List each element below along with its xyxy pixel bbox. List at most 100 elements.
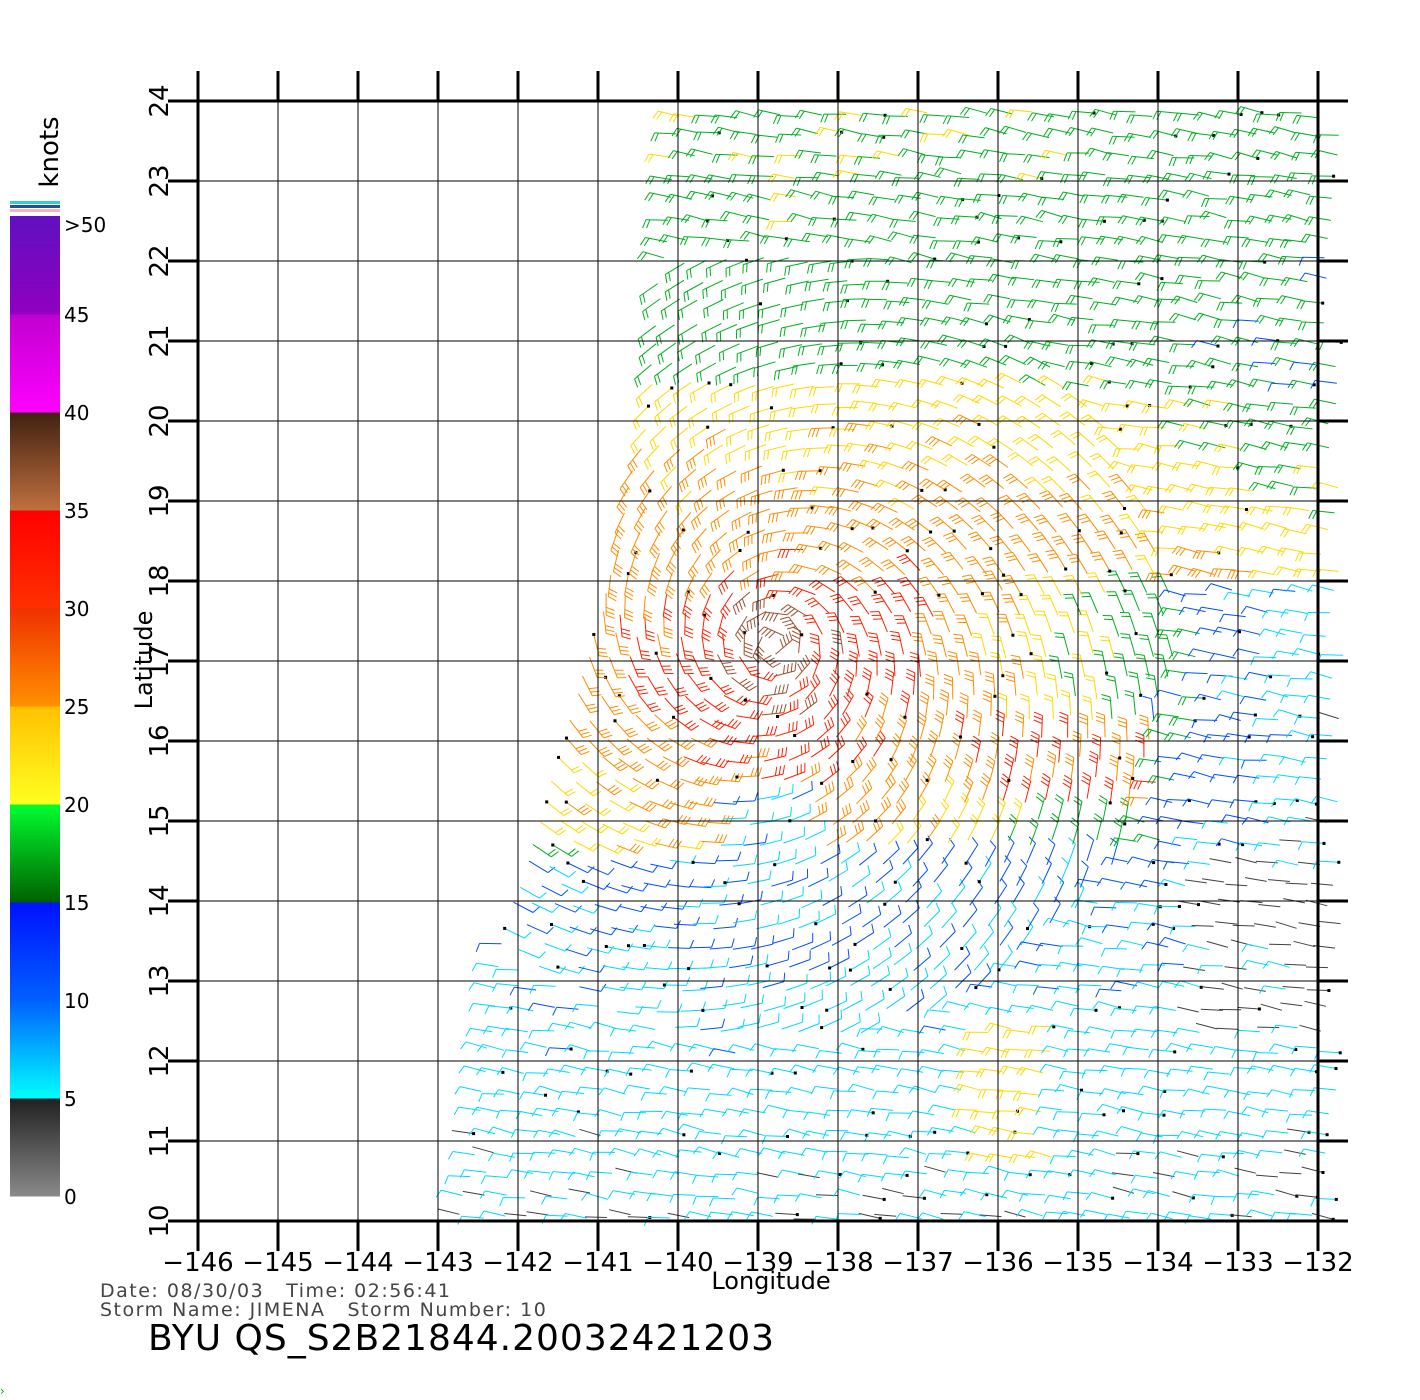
barb-flag	[802, 525, 808, 534]
wind-barb	[547, 1068, 570, 1073]
barb-flag	[829, 766, 834, 775]
wind-barb	[775, 366, 798, 372]
barb-flag	[967, 435, 976, 442]
barb-flag	[1135, 653, 1145, 656]
barb-flag	[920, 794, 927, 803]
barb-flag	[845, 805, 849, 815]
barb-flag	[810, 526, 816, 536]
barb-flag	[559, 966, 567, 974]
barb-flag	[1081, 1069, 1086, 1079]
barb-flag	[454, 1086, 461, 1095]
barb-flag	[784, 450, 788, 460]
barb-flag	[1070, 821, 1079, 828]
barb-flag	[623, 982, 629, 991]
barb-flag	[947, 436, 955, 443]
wind-barb	[1132, 692, 1136, 715]
barb-flag	[1039, 377, 1048, 384]
wind-barb	[1289, 1113, 1312, 1116]
barb-flag	[630, 445, 636, 455]
barb-flag	[1255, 1150, 1261, 1159]
barb-flag	[1202, 504, 1208, 513]
wind-barb	[1201, 1153, 1224, 1158]
wind-barb	[766, 959, 789, 967]
barb-flag	[1095, 715, 1105, 720]
barb-flag	[1110, 981, 1116, 990]
wind-barb	[928, 557, 944, 576]
barb-flag	[986, 577, 996, 580]
barb-flag	[687, 743, 695, 750]
wind-barb	[1236, 294, 1259, 303]
wind-barb	[799, 1193, 822, 1199]
barb-flag	[784, 622, 794, 627]
rain-flag-marker	[691, 860, 695, 864]
barb-flag	[757, 711, 763, 720]
wind-barb	[1269, 943, 1292, 946]
barb-flag	[1280, 441, 1286, 451]
rain-flag-marker	[850, 527, 854, 531]
barb-flag	[765, 552, 768, 562]
rain-flag-marker	[1241, 843, 1245, 847]
barb-flag	[856, 342, 861, 351]
wind-barb	[644, 616, 647, 639]
barb-flag	[915, 600, 925, 603]
barb-flag	[769, 590, 774, 600]
wind-barb	[1225, 675, 1248, 680]
wind-barb	[969, 1002, 991, 1010]
barb-flag	[761, 309, 764, 319]
wind-barb	[990, 570, 1003, 591]
barb-flag	[678, 758, 687, 766]
barb-flag	[1292, 568, 1298, 578]
wind-barb	[884, 889, 902, 905]
barb-flag	[1101, 694, 1111, 698]
wind-barb	[712, 402, 733, 414]
wind-barb	[978, 414, 999, 427]
barb-flag	[1011, 1132, 1016, 1141]
wind-barb	[680, 636, 686, 659]
wind-barb	[1035, 433, 1054, 449]
wind-barb	[1144, 879, 1166, 885]
wind-barb	[569, 1044, 592, 1052]
wind-barb	[704, 1108, 727, 1114]
barb-flag	[1022, 779, 1030, 786]
wind-barb	[1219, 714, 1241, 721]
barb-flag	[719, 626, 728, 634]
barb-flag	[1092, 733, 1101, 739]
barb-flag	[1194, 570, 1202, 579]
wind-barb	[1068, 692, 1072, 715]
rain-flag-marker	[556, 965, 560, 969]
barb-flag	[1003, 1172, 1009, 1181]
barb-flag	[774, 766, 778, 776]
barb-flag	[1082, 375, 1089, 384]
wind-barb	[1302, 841, 1325, 844]
barb-flag	[629, 462, 636, 471]
barb-flag	[972, 717, 981, 723]
wind-barb	[875, 868, 894, 883]
barb-flag	[1015, 439, 1024, 446]
wind-barb	[611, 927, 633, 933]
barb-flag	[844, 284, 848, 294]
wind-barb	[939, 931, 956, 948]
barb-flag	[608, 1147, 615, 1156]
wind-barb	[1159, 840, 1181, 847]
barb-flag	[1170, 836, 1176, 846]
wind-barb	[678, 468, 697, 484]
wind-barb	[945, 576, 959, 596]
barb-flag	[1145, 510, 1151, 520]
wind-barb	[966, 1171, 989, 1175]
barb-flag	[644, 778, 653, 786]
barb-flag	[842, 807, 846, 817]
wind-barb	[886, 995, 905, 1010]
barb-flag	[580, 807, 589, 814]
barb-flag	[928, 925, 933, 934]
barb-flag	[1195, 461, 1202, 470]
wind-barb	[1317, 711, 1339, 720]
barb-flag	[1117, 720, 1127, 724]
barb-flag	[898, 802, 904, 811]
barb-flag	[587, 706, 598, 710]
barb-flag	[908, 1130, 914, 1140]
wind-barb	[1079, 984, 1102, 987]
barb-flag	[976, 520, 986, 526]
barb-flag	[587, 866, 595, 874]
wind-barb	[763, 1004, 785, 1012]
wind-barb	[621, 885, 643, 892]
